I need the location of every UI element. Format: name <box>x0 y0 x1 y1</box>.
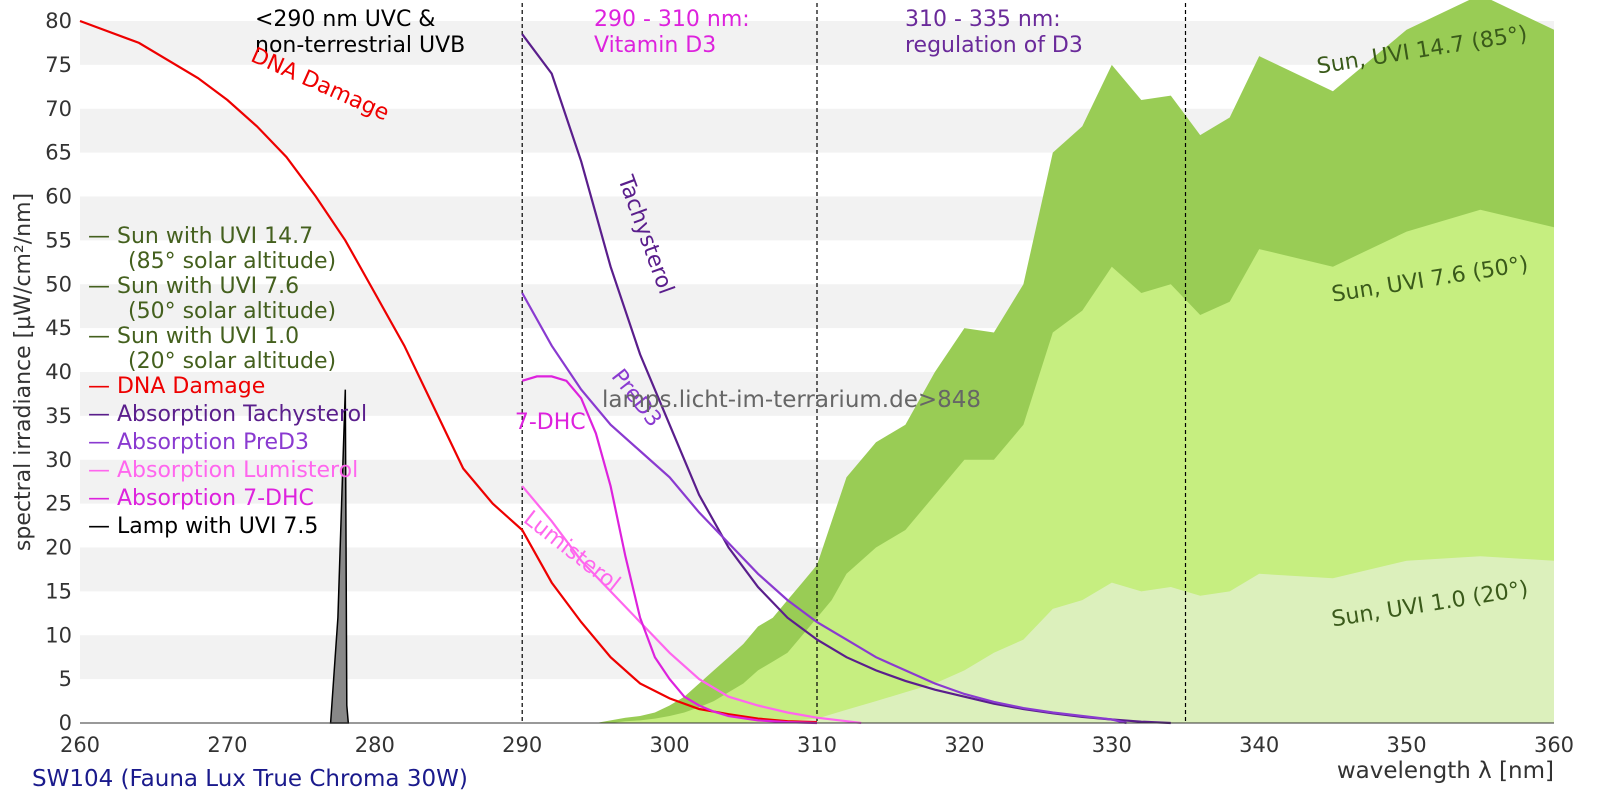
absorption-curves <box>79 19 1171 725</box>
y-tick-label: 20 <box>45 536 72 560</box>
absorption-lumisterol-line <box>521 485 862 725</box>
zone-label: non-terrestrial UVB <box>255 33 465 58</box>
x-tick-label: 280 <box>355 733 395 757</box>
zone-label: Vitamin D3 <box>594 33 716 58</box>
legend-item: — Absorption 7-DHC <box>88 486 314 511</box>
x-axis-label: wavelength λ [nm] <box>1337 758 1554 784</box>
legend-item: — Sun with UVI 7.6 <box>88 274 299 299</box>
x-tick-label: 290 <box>502 733 542 757</box>
legend-item: — Absorption Lumisterol <box>88 458 358 483</box>
dna-damage-line <box>79 19 818 724</box>
legend-item-detail: (85° solar altitude) <box>128 249 336 274</box>
legend-item: — Sun with UVI 14.7 <box>88 224 313 249</box>
y-tick-label: 55 <box>45 228 72 252</box>
x-tick-label: 340 <box>1239 733 1279 757</box>
legend-item: — Sun with UVI 1.0 <box>88 324 299 349</box>
sun-uvi-1-0-20-area <box>728 556 1554 723</box>
x-tick-label: 310 <box>797 733 837 757</box>
x-tick-label: 320 <box>944 733 984 757</box>
y-tick-label: 30 <box>45 448 72 472</box>
x-tick-label: 360 <box>1534 733 1574 757</box>
y-tick-label: 60 <box>45 185 72 209</box>
y-tick-label: 40 <box>45 360 72 384</box>
zone-label: <290 nm UVC & <box>255 7 435 32</box>
absorption-pred3-line <box>521 292 1127 725</box>
y-tick-label: 80 <box>45 9 72 33</box>
y-tick-label: 50 <box>45 272 72 296</box>
lamp-name: SW104 (Fauna Lux True Chroma 30W) <box>32 766 468 792</box>
zone-label: 290 - 310 nm: <box>594 7 750 32</box>
y-tick-label: 15 <box>45 579 72 603</box>
axes: 0 5 10 15 20 25 30 35 40 45 50 55 60 65 70 75 80 260 270 28… <box>45 9 1574 757</box>
x-tick-label: 270 <box>207 733 247 757</box>
zone-label: regulation of D3 <box>905 33 1083 58</box>
watermark: lamps.licht-im-terrarium.de>848 <box>602 387 981 413</box>
zone-dividers <box>521 3 1187 723</box>
x-tick-label: 300 <box>650 733 690 757</box>
y-tick-label: 25 <box>45 492 72 516</box>
absorption-7-dhc-line <box>521 375 818 725</box>
grid-band <box>80 21 1554 65</box>
sun-areas <box>329 0 1554 724</box>
legend-item-detail: (20° solar altitude) <box>128 349 336 374</box>
y-tick-label: 35 <box>45 404 72 428</box>
legend-item: — DNA Damage <box>88 374 265 399</box>
x-tick-label: 350 <box>1387 733 1427 757</box>
y-tick-label: 70 <box>45 97 72 121</box>
legend-item: — Absorption PreD3 <box>88 430 309 455</box>
y-tick-label: 10 <box>45 623 72 647</box>
y-tick-label: 0 <box>59 711 72 735</box>
legend-item: — Absorption Tachysterol <box>88 402 367 427</box>
legend-item-detail: (50° solar altitude) <box>128 299 336 324</box>
y-tick-label: 65 <box>45 141 72 165</box>
y-tick-label: 75 <box>45 53 72 77</box>
y-tick-label: 45 <box>45 316 72 340</box>
legend-item: — Lamp with UVI 7.5 <box>88 514 318 539</box>
absorption-7-dhc-label: 7-DHC <box>515 410 586 435</box>
y-axis-label: spectral irradiance [µW/cm²/nm] <box>11 193 36 551</box>
y-tick-label: 5 <box>59 667 72 691</box>
x-tick-label: 330 <box>1092 733 1132 757</box>
zone-label: 310 - 335 nm: <box>905 7 1061 32</box>
x-tick-label: 260 <box>60 733 100 757</box>
